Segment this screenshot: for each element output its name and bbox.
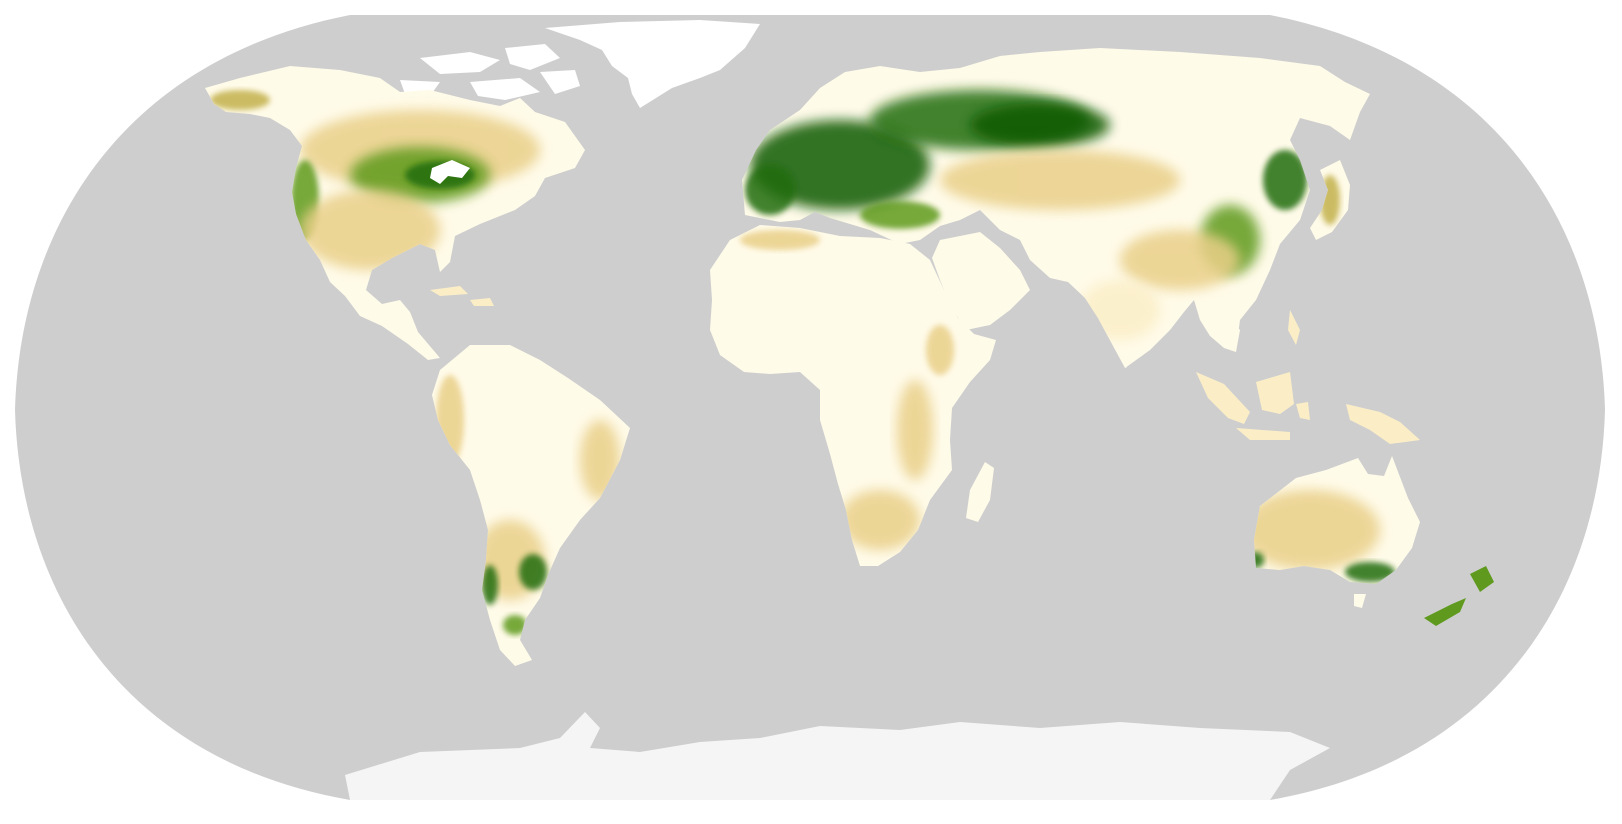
overlay-s-africa [840, 490, 920, 550]
antarctica [345, 712, 1330, 800]
overlay-turkey [860, 201, 940, 229]
overlay-alaska [210, 90, 270, 110]
madagascar [966, 462, 994, 522]
overlay-uruguay [519, 554, 547, 590]
overlay-nw-africa [740, 230, 820, 250]
overlay-east-africa [897, 380, 933, 480]
maritime-southeast-asia [1196, 310, 1420, 444]
caribbean-islands [430, 286, 494, 306]
canadian-arctic-islands [400, 44, 580, 100]
greenland-ice [545, 20, 760, 108]
overlay-aus-tan [1240, 490, 1380, 570]
africa [710, 225, 996, 566]
overlay-ne-china [1263, 150, 1307, 210]
southeast-asia [1194, 300, 1240, 352]
overlay-ethiopia [926, 325, 954, 375]
value-overlays [210, 90, 1395, 635]
overlay-patagonia [503, 615, 527, 635]
overlay-aus-se [1345, 562, 1395, 582]
overlay-central-asia-tan [940, 150, 1180, 210]
overlay-siberia-dark [970, 103, 1110, 147]
new-zealand [1424, 566, 1494, 626]
overlay-europe-west [745, 165, 795, 215]
great-lakes [430, 160, 470, 184]
overlay-china-tan [1120, 230, 1240, 290]
arabian-peninsula [932, 232, 1030, 330]
tasmania [1354, 594, 1366, 608]
south-america [432, 345, 630, 666]
overlay-chile [482, 565, 498, 605]
overlay-usa-tan [300, 190, 440, 270]
overlay-europe-dark [750, 120, 930, 210]
